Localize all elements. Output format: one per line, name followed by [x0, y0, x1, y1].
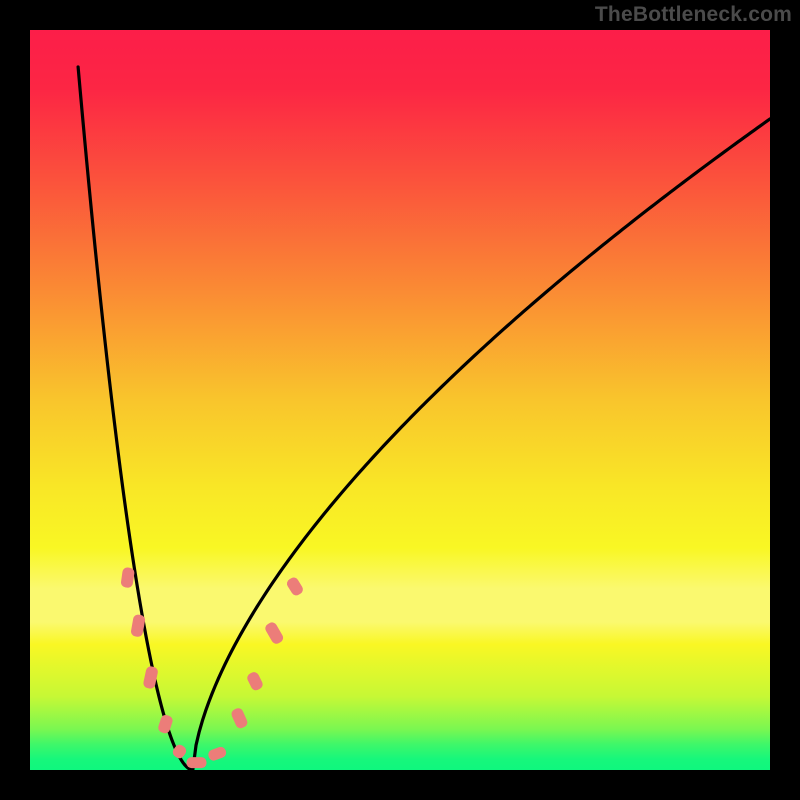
chart-container: TheBottleneck.com	[0, 0, 800, 800]
curve-marker	[187, 757, 207, 768]
chart-svg	[0, 0, 800, 800]
plot-area	[30, 30, 770, 770]
watermark-text: TheBottleneck.com	[595, 3, 792, 27]
